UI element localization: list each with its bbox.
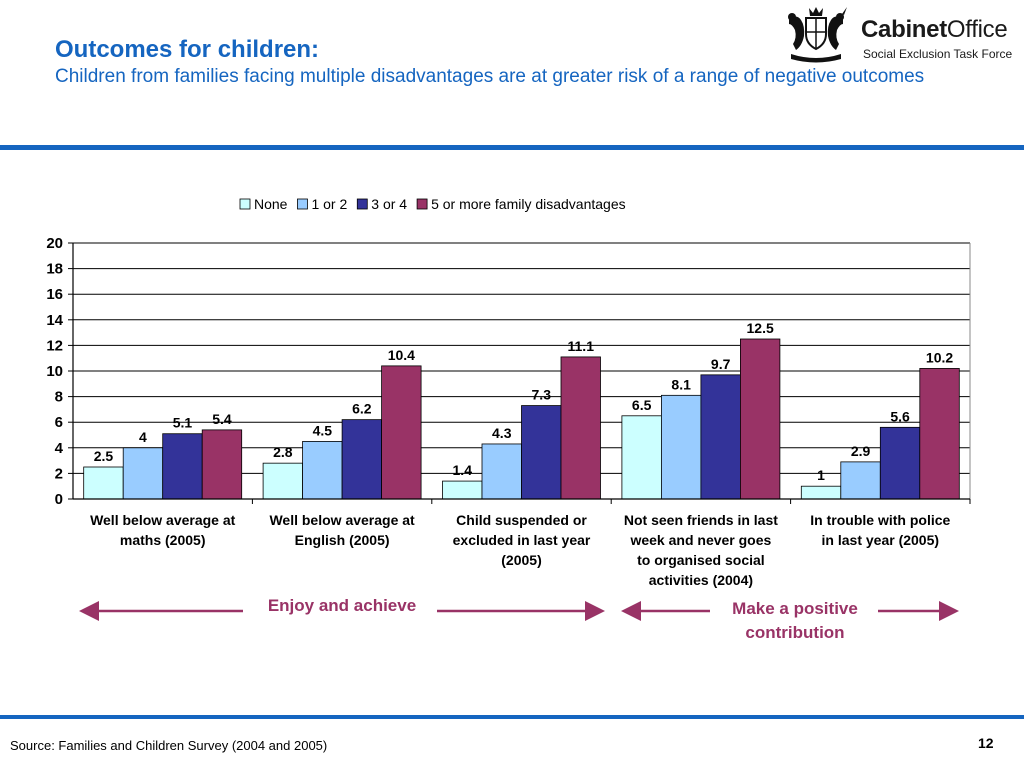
bar-1-0 [122, 447, 164, 500]
bar-2-4 [879, 426, 921, 500]
y-tick-label-5: 10 [46, 363, 63, 380]
category-label-2-1: excluded in last year [453, 532, 591, 548]
y-tick-label-1: 2 [55, 465, 63, 482]
data-label-0-3: 6.5 [632, 397, 652, 413]
category-label-0-1: maths (2005) [120, 532, 206, 548]
data-label-3-3: 12.5 [747, 320, 774, 336]
data-label-0-0: 2.5 [94, 448, 114, 464]
legend-swatch-3 [416, 198, 428, 210]
group-label-0: Enjoy and achieve [268, 596, 416, 615]
data-label-0-2: 1.4 [453, 462, 473, 478]
y-tick-label-4: 8 [55, 389, 63, 406]
bar-0-0 [83, 466, 124, 500]
page-subtitle: Children from families facing multiple d… [55, 66, 925, 87]
bar-1-3 [661, 394, 702, 500]
bar-3-2 [560, 356, 601, 500]
legend-swatch-0 [239, 198, 251, 210]
category-label-1-0: Well below average at [269, 512, 415, 528]
bar-3-3 [740, 338, 781, 500]
data-label-0-1: 2.8 [273, 444, 293, 460]
legend-swatch-2 [356, 198, 368, 210]
source-note: Source: Families and Children Survey (20… [10, 738, 328, 753]
legend-label-3: 5 or more family disadvantages [431, 196, 626, 212]
bar-1-4 [840, 461, 881, 500]
category-label-3-3: activities (2004) [649, 572, 753, 588]
data-label-1-3: 8.1 [671, 376, 691, 392]
category-label-4-1: in last year (2005) [822, 532, 940, 548]
bar-2-1 [341, 419, 383, 500]
header-divider [0, 145, 1024, 150]
y-tick-label-6: 12 [46, 337, 63, 354]
royal-crest-icon [788, 7, 847, 63]
legend-label-0: None [254, 196, 288, 212]
title-block: Outcomes for children: Children from fam… [55, 36, 935, 89]
group-label-1-0: Make a positive [732, 599, 858, 618]
bar-3-4 [919, 368, 960, 500]
bar-2-2 [521, 405, 562, 500]
bar-3-0 [201, 429, 243, 500]
brand-subtitle: Social Exclusion Task Force [863, 47, 1013, 61]
data-label-3-4: 10.2 [926, 349, 953, 365]
page-title: Outcomes for children: [55, 36, 320, 63]
legend-swatch-1 [297, 198, 308, 210]
y-tick-label-8: 16 [46, 286, 63, 303]
footer-divider [0, 715, 1024, 719]
data-label-3-2: 11.1 [568, 338, 595, 354]
data-label-2-1: 6.2 [352, 401, 372, 417]
data-label-1-1: 4.5 [313, 422, 333, 438]
y-tick-label-3: 6 [55, 414, 63, 431]
category-label-1-1: English (2005) [295, 532, 390, 548]
legend-label-1: 1 or 2 [311, 196, 347, 212]
data-label-1-0: 4 [139, 429, 147, 445]
category-label-3-0: Not seen friends in last [624, 512, 778, 528]
y-tick-label-0: 0 [55, 491, 63, 508]
data-label-2-2: 7.3 [532, 387, 552, 403]
bar-0-3 [621, 415, 662, 500]
category-label-3-1: week and never goes [629, 532, 771, 548]
y-tick-label-9: 18 [46, 261, 63, 278]
category-label-2-0: Child suspended or [456, 512, 587, 528]
y-tick-label-10: 20 [46, 235, 63, 252]
category-label-0-0: Well below average at [90, 512, 236, 528]
bar-1-2 [481, 443, 522, 500]
data-label-1-2: 4.3 [492, 425, 512, 441]
data-label-2-0: 5.1 [173, 415, 193, 431]
data-label-2-3: 9.7 [711, 356, 731, 372]
bar-2-0 [162, 433, 203, 500]
bar-chart: None 1 or 2 3 or 4 5 or more family disadva… [46, 196, 971, 642]
bar-1-1 [302, 440, 343, 500]
y-tick-label-2: 4 [55, 440, 64, 457]
legend-label-2: 3 or 4 [371, 196, 407, 212]
data-label-2-4: 5.6 [890, 408, 910, 424]
cabinet-office-logo: CabinetOffice Social Exclusion Task Forc… [783, 4, 1023, 68]
data-label-3-1: 10.4 [388, 347, 415, 363]
bar-3-1 [381, 365, 422, 500]
data-label-0-4: 1 [817, 467, 825, 483]
bar-0-4 [800, 485, 842, 500]
brand-name: CabinetOffice [861, 16, 1008, 43]
group-label-1-1: contribution [745, 623, 844, 642]
data-label-1-4: 2.9 [851, 443, 871, 459]
category-label-3-2: to organised social [637, 552, 765, 568]
bar-2-3 [700, 374, 741, 500]
category-label-2-2: (2005) [501, 552, 541, 568]
y-tick-label-7: 14 [46, 312, 63, 329]
bar-0-2 [442, 480, 483, 500]
page-number: 12 [978, 735, 994, 751]
data-label-3-0: 5.4 [212, 411, 232, 427]
bar-0-1 [262, 462, 304, 500]
category-label-4-0: In trouble with police [810, 512, 950, 528]
